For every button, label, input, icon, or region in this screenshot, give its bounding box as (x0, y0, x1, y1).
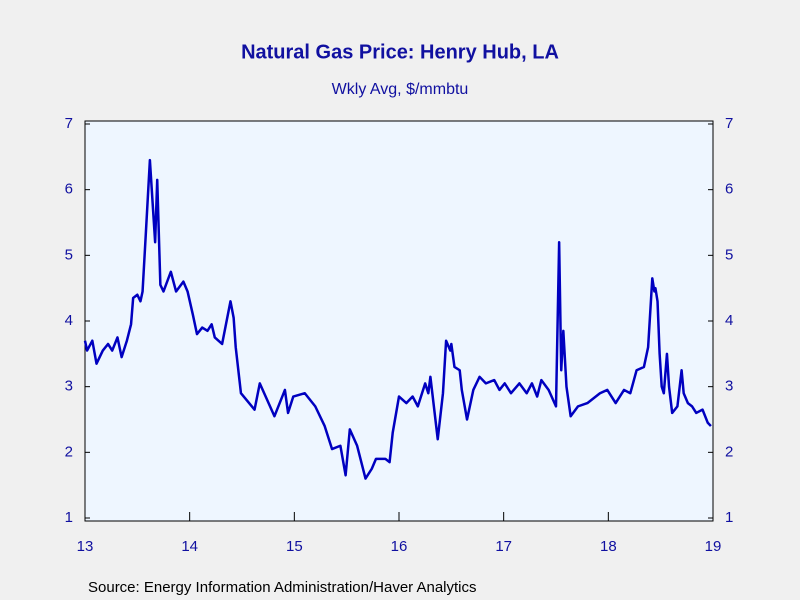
y2-tick-label: 2 (725, 443, 733, 460)
y2-tick-label: 4 (725, 312, 733, 329)
x-tick-label: 14 (181, 538, 198, 555)
y2-tick-label: 3 (725, 378, 733, 395)
y2-tick-label: 1 (725, 509, 733, 526)
x-tick-label: 15 (286, 538, 303, 555)
chart-subtitle: Wkly Avg, $/mmbtu (332, 81, 469, 98)
series-line (83, 158, 712, 480)
y-tick-label: 4 (65, 312, 73, 329)
x-tick-label: 17 (495, 538, 512, 555)
x-tick-label: 16 (391, 538, 408, 555)
x-tick-label: 18 (600, 538, 617, 555)
y-tick-label: 7 (65, 115, 73, 132)
source-note: Source: Energy Information Administratio… (88, 579, 477, 596)
y-tick-label: 1 (65, 509, 73, 526)
y-tick-label: 2 (65, 443, 73, 460)
x-tick-label: 13 (77, 538, 94, 555)
plot-area (84, 120, 714, 522)
y-tick-label: 3 (65, 378, 73, 395)
y-tick-label: 5 (65, 246, 73, 263)
chart-title: Natural Gas Price: Henry Hub, LA (241, 41, 559, 63)
y2-tick-label: 5 (725, 246, 733, 263)
y2-tick-label: 7 (725, 115, 733, 132)
x-tick-label: 19 (705, 538, 722, 555)
y-tick-label: 6 (65, 181, 73, 198)
y2-tick-label: 6 (725, 181, 733, 198)
